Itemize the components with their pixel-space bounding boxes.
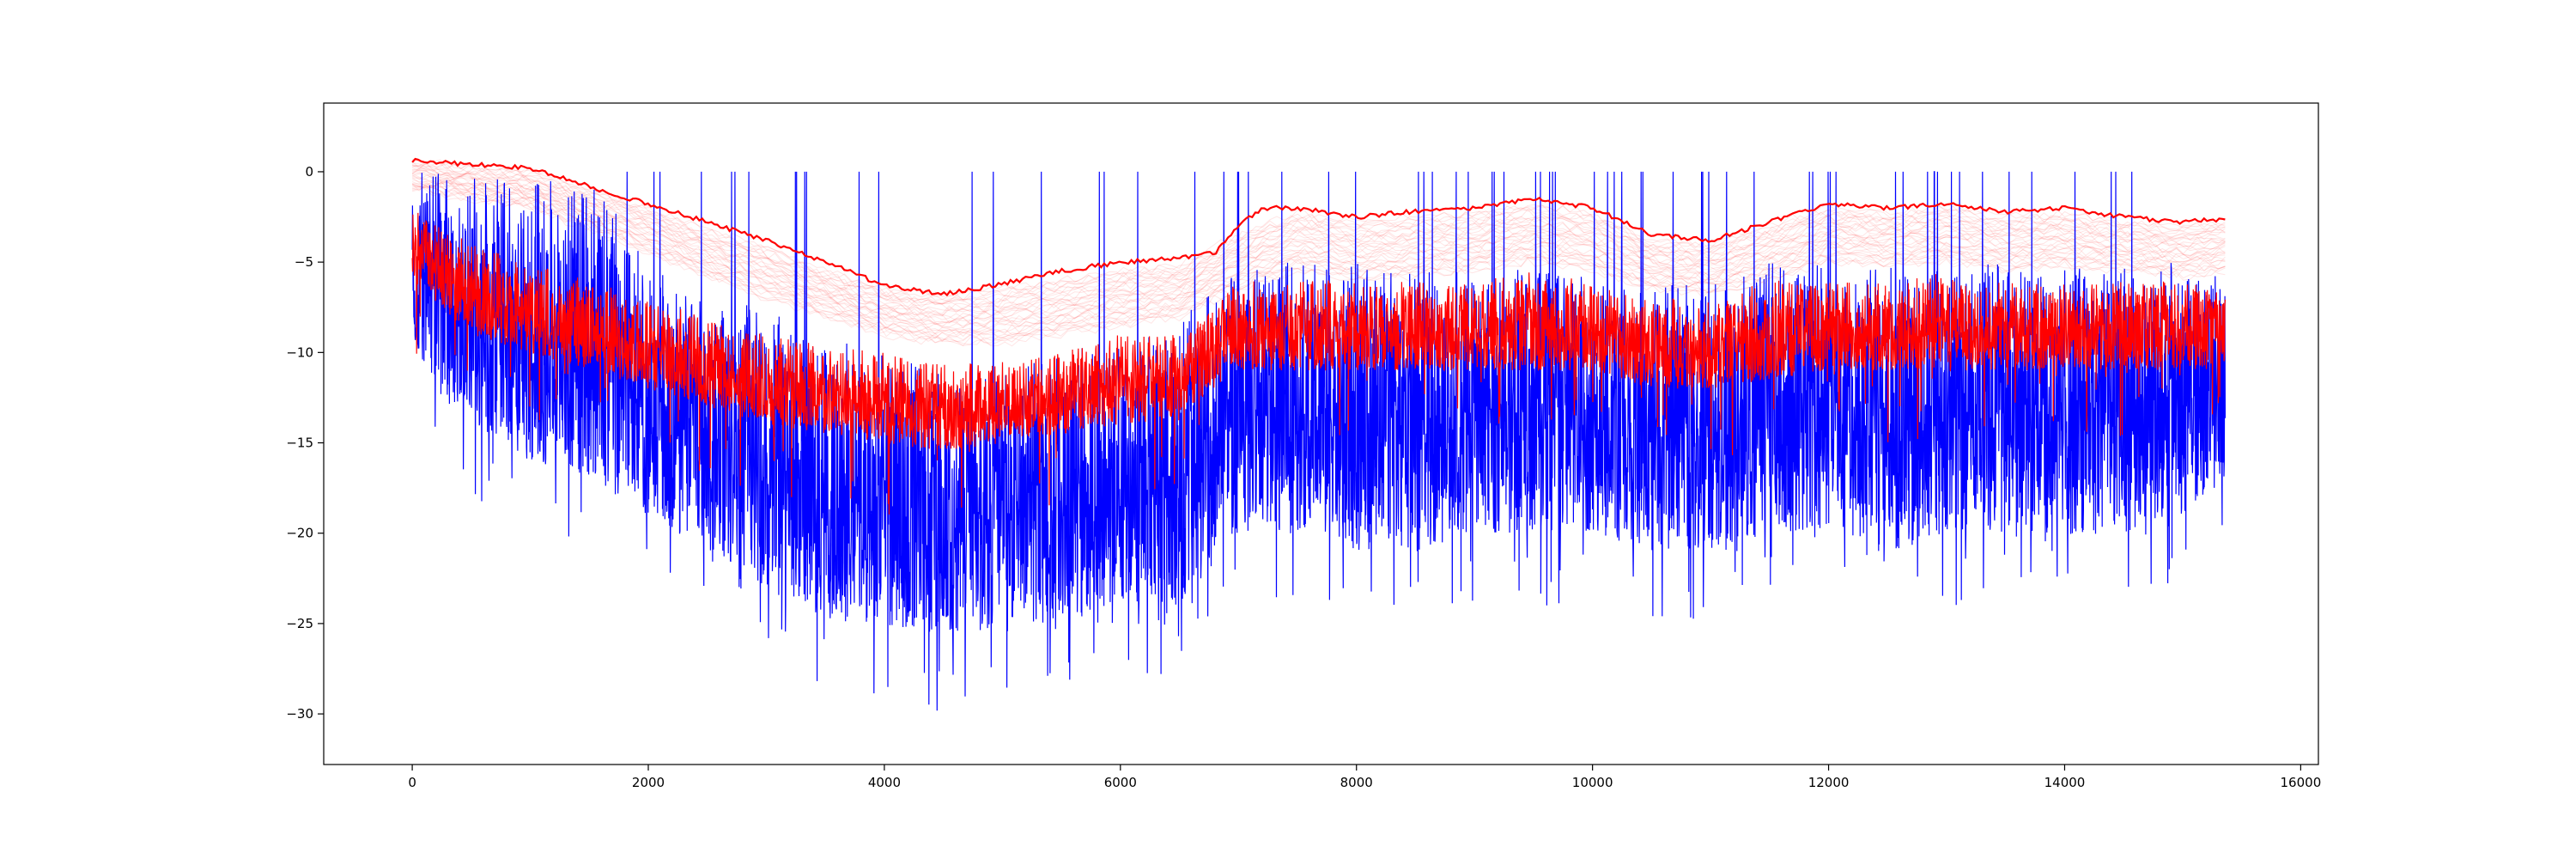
axes: 0 2000 4000 6000 8000 10000 12000 14000 16000 0 −5… [286,102,2322,790]
x-tick-label: 12000 [1808,775,1850,790]
faint-trace [412,175,2226,326]
y-tick-label: 0 [305,164,313,180]
y-tick-label: −10 [286,344,313,360]
x-tick-label: 2000 [632,775,665,790]
faint-trace [412,160,2226,297]
faint-trace [412,179,2226,330]
y-tick-label: −30 [286,706,313,722]
faint-trace [411,173,2226,321]
faint-trace [412,172,2226,324]
plot-area [411,157,2226,711]
faint-trace [412,167,2226,311]
faint-trace [412,185,2226,338]
y-tick-label: −25 [286,616,313,631]
y-tick-label: −15 [286,436,313,451]
faint-trace [411,182,2226,334]
faint-trace [411,184,2226,342]
faint-trace [411,186,2226,345]
faint-trace [411,168,2226,314]
faint-trace [411,186,2226,344]
y-tick-label: −5 [295,254,313,270]
faint-trace [411,180,2226,330]
axes-frame [323,102,2319,765]
blue-series-line [411,171,2226,711]
series-group [411,157,2226,711]
red-envelope-line [411,157,2226,297]
x-tick-label: 0 [408,775,416,790]
x-tick-label: 16000 [2281,775,2322,790]
faint-trace [411,167,2226,317]
faint-trace [412,177,2226,329]
faint-trace [411,177,2226,333]
faint-trace [411,179,2226,326]
y-tick-label: −20 [286,526,313,541]
faint-trace [411,181,2226,336]
x-tick-label: 8000 [1340,775,1373,790]
x-tick-label: 4000 [868,775,901,790]
faint-trace [411,163,2226,305]
faint-trace [412,185,2226,338]
faint-trace [412,165,2226,310]
faint-trace [412,186,2226,346]
faint-trace [412,158,2226,302]
faint-trace [412,170,2226,324]
faint-trace [411,186,2226,347]
faint-trace [411,161,2226,306]
x-tick-label: 6000 [1104,775,1137,790]
faint-trace [411,173,2226,320]
faint-trace [412,159,2226,297]
faint-trace [411,183,2226,339]
faint-trace [411,161,2226,302]
x-tick-label: 10000 [1572,775,1613,790]
faint-trace [411,163,2226,305]
faint-trace [411,169,2226,314]
faint-trace [411,170,2226,317]
x-tick-label: 14000 [2044,775,2086,790]
faint-trace [412,167,2226,308]
red-series-line [411,212,2226,515]
